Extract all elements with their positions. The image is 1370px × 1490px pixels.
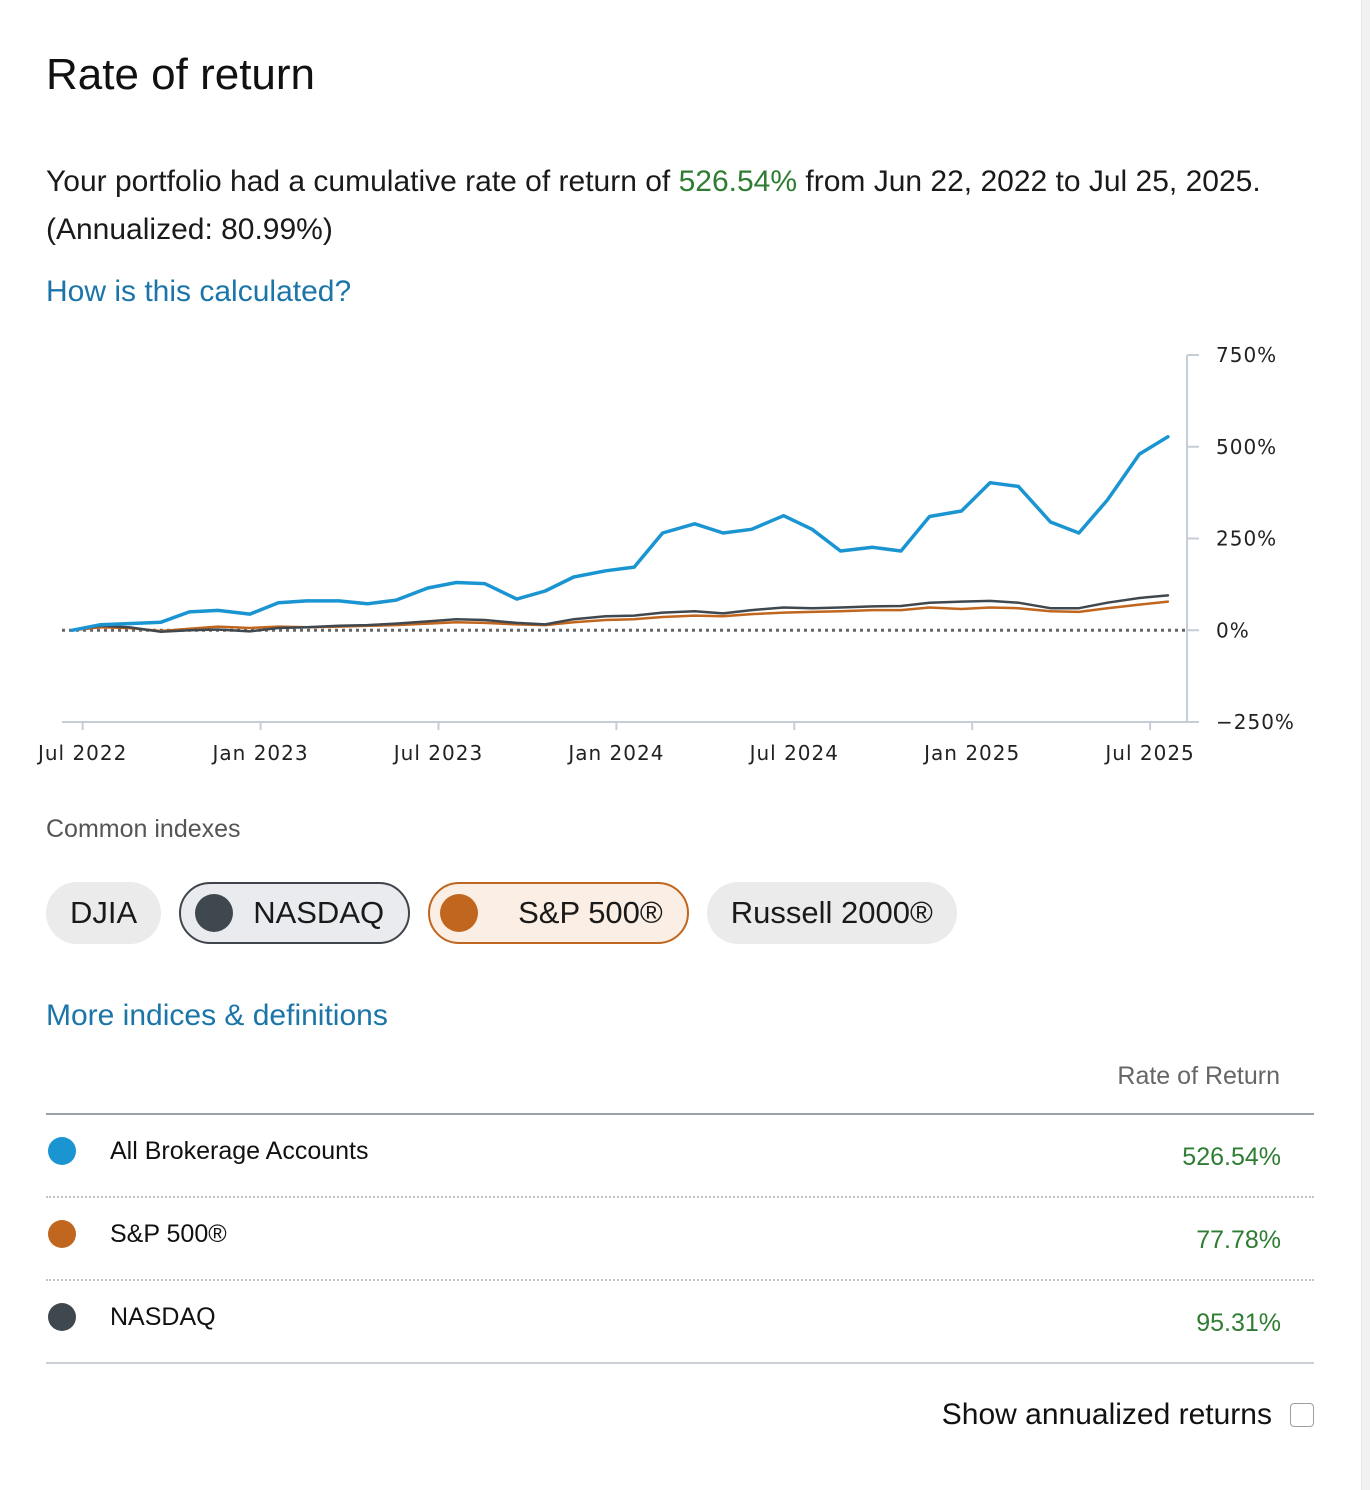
return-summary: Your portfolio had a cumulative rate of … — [46, 158, 1306, 254]
chip-russell-2000[interactable]: Russell 2000® — [706, 882, 957, 944]
row-value: 95.31% — [1196, 1309, 1281, 1337]
y-tick-label: 0% — [1216, 618, 1250, 642]
scrollbar-track[interactable] — [1361, 0, 1370, 1490]
summary-prefix: Your portfolio had a cumulative rate of … — [46, 165, 679, 198]
chip-russell-label: Russell 2000® — [730, 895, 933, 930]
chip-djia-label: DJIA — [70, 895, 138, 930]
x-tick-label: Jul 2025 — [1103, 741, 1194, 765]
annualized-label: Show annualized returns — [941, 1398, 1272, 1431]
x-tick-label: Jul 2024 — [748, 741, 839, 765]
index-chips: DJIA NASDAQ S&P 500® Russell 2000® — [46, 882, 957, 944]
chip-sp500[interactable]: S&P 500® — [428, 882, 689, 944]
chip-nasdaq-label: NASDAQ — [253, 895, 385, 930]
returns-table: All Brokerage Accounts 526.54% S&P 500® … — [46, 1113, 1314, 1364]
common-indexes-label: Common indexes — [46, 815, 241, 843]
chip-nasdaq[interactable]: NASDAQ — [179, 882, 411, 944]
brokerage-dot-icon — [48, 1137, 76, 1165]
series-line-sp500 — [70, 600, 1170, 633]
table-row: NASDAQ 95.31% — [46, 1281, 1314, 1362]
rate-of-return-column-header: Rate of Return — [1117, 1062, 1280, 1090]
page-title: Rate of return — [46, 50, 316, 99]
row-name: All Brokerage Accounts — [110, 1137, 369, 1165]
row-name: NASDAQ — [110, 1303, 216, 1331]
rate-of-return-chart: 750% 500% 250% 0% −250% Jul 2022 Jan 2023 Jul 2… — [36, 343, 1295, 765]
x-tick-label: Jan 2024 — [566, 741, 664, 765]
chip-sp500-label: S&P 500® — [518, 895, 663, 930]
how-calculated-link[interactable]: How is this calculated? — [46, 275, 352, 308]
row-value: 77.78% — [1196, 1226, 1281, 1254]
more-indices-link[interactable]: More indices & definitions — [46, 999, 388, 1032]
y-tick-label: 250% — [1216, 527, 1277, 551]
summary-suffix: from Jun 22, 2022 to Jul 25, 2025. (Annu… — [46, 165, 1261, 246]
x-tick-label: Jul 2023 — [392, 741, 483, 765]
annualized-checkbox[interactable] — [1290, 1403, 1314, 1427]
summary-return-value: 526.54% — [678, 165, 798, 198]
nasdaq-dot-icon — [195, 894, 234, 932]
nasdaq-dot-icon — [48, 1303, 76, 1331]
annualized-toggle: Show annualized returns — [942, 1398, 1314, 1432]
chip-djia[interactable]: DJIA — [46, 882, 162, 944]
table-row: S&P 500® 77.78% — [46, 1198, 1314, 1281]
series-line-nasdaq — [70, 594, 1170, 633]
x-tick-label: Jul 2022 — [36, 741, 127, 765]
table-row: All Brokerage Accounts 526.54% — [46, 1115, 1314, 1198]
sp500-dot-icon — [48, 1220, 76, 1248]
y-tick-label: 500% — [1216, 435, 1277, 459]
x-tick-label: Jan 2023 — [211, 741, 309, 765]
x-tick-label: Jan 2025 — [922, 741, 1020, 765]
row-name: S&P 500® — [110, 1220, 227, 1248]
sp500-dot-icon — [440, 894, 479, 932]
row-value: 526.54% — [1182, 1143, 1281, 1171]
series-line-portfolio — [70, 435, 1170, 633]
y-tick-label: −250% — [1216, 710, 1295, 734]
y-tick-label: 750% — [1216, 343, 1277, 367]
